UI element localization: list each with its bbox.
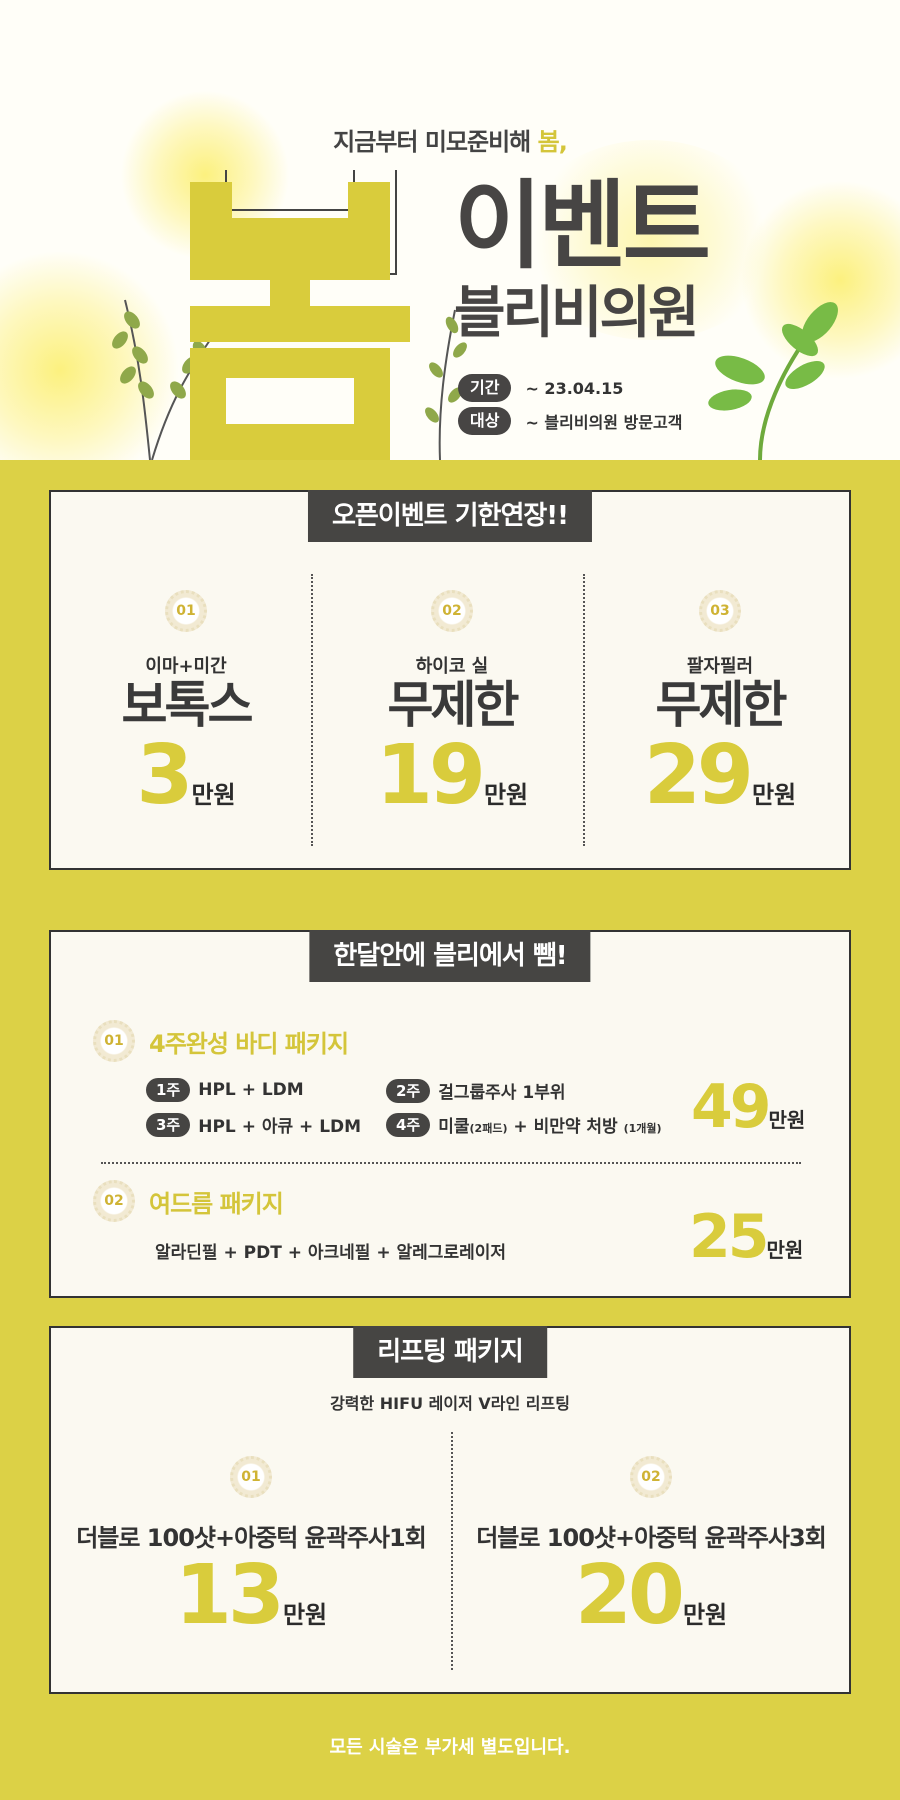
- target-value: ~ 블리비의원 방문고객: [525, 413, 683, 432]
- period-value: ~ 23.04.15: [525, 378, 624, 398]
- section-title: 한달안에 블리에서 뺌!: [309, 930, 591, 982]
- section-subtitle: 강력한 HIFU 레이저 V라인 리프팅: [330, 1394, 570, 1413]
- package-title: 여드름 패키지: [149, 1189, 284, 1218]
- step-week-2: 2주 걸그룹주사 1부위: [386, 1078, 565, 1103]
- item-price: 20만원: [574, 1548, 728, 1643]
- item-price: 3만원: [136, 728, 236, 823]
- package-2-header: 02 여드름 패키지: [93, 1180, 284, 1222]
- step-week-3: 3주 HPL + 아큐 + LDM: [146, 1112, 361, 1137]
- column-divider: [311, 574, 313, 846]
- number-badge: 02: [630, 1456, 672, 1498]
- column-divider: [451, 1432, 453, 1670]
- period-label: 기간: [458, 374, 512, 402]
- target-label: 대상: [458, 407, 512, 435]
- step-week-1: 1주 HPL + LDM: [146, 1078, 304, 1102]
- clinic-name: 블리비의원: [454, 281, 700, 346]
- column-divider: [583, 574, 585, 846]
- item-name: 무제한: [387, 676, 520, 734]
- hero-banner: 지금부터 미모준비해 봄, 봄 이벤트 블리비의원 기간 ~ 23.04.15 …: [0, 0, 900, 460]
- number-badge: 02: [431, 590, 473, 632]
- lifting-item-2: 02 더블로 100샷+아중턱 윤곽주사3회 20만원: [451, 1456, 851, 1637]
- package-divider: [101, 1162, 801, 1164]
- section-title: 오픈이벤트 기한연장!!: [307, 490, 593, 542]
- package-title: 4주완성 바디 패키지: [149, 1029, 349, 1058]
- number-badge: 01: [93, 1020, 135, 1062]
- event-title: 이벤트: [454, 170, 711, 282]
- glow-decoration: [520, 140, 780, 340]
- vat-notice: 모든 시술은 부가세 별도입니다.: [329, 1737, 571, 1758]
- item-price: 13만원: [174, 1548, 328, 1643]
- target-row: 대상 ~ 블리비의원 방문고객: [458, 406, 682, 436]
- event-item-3: 03 팔자필러 무제한 29만원: [585, 590, 855, 817]
- number-badge: 01: [230, 1456, 272, 1498]
- package-2-description: 알라딘필 + PDT + 아크네필 + 알레그로레이저: [155, 1243, 507, 1263]
- plant-right-illustration: [708, 302, 838, 460]
- event-item-2: 02 하이코 실 무제한 19만원: [317, 590, 587, 817]
- item-price: 19만원: [375, 728, 529, 823]
- lifting-package-card: 리프팅 패키지 강력한 HIFU 레이저 V라인 리프팅 01 더블로 100샷…: [49, 1326, 851, 1694]
- item-name: 무제한: [655, 676, 788, 734]
- number-badge: 02: [93, 1180, 135, 1222]
- step-week-4: 4주 미쿨(2패드) + 비만약 처방 (1개월): [386, 1112, 662, 1137]
- item-subtitle: 팔자필러: [686, 656, 754, 677]
- hero-subtitle: 지금부터 미모준비해 봄,: [333, 128, 568, 156]
- package-2-price: 25만원: [689, 1202, 804, 1272]
- number-badge: 03: [699, 590, 741, 632]
- section-title: 리프팅 패키지: [353, 1326, 547, 1378]
- item-name: 더블로 100샷+아중턱 윤곽주사1회: [76, 1524, 427, 1552]
- open-event-card: 오픈이벤트 기한연장!! 01 이마+미간 보톡스 3만원 02 하이코 실 무…: [49, 490, 851, 870]
- item-subtitle: 하이코 실: [415, 656, 489, 677]
- package-1-price: 49만원: [691, 1072, 806, 1142]
- body-package-card: 한달안에 블리에서 뺌! 01 4주완성 바디 패키지 1주 HPL + LDM …: [49, 930, 851, 1298]
- item-name: 더블로 100샷+아중턱 윤곽주사3회: [476, 1524, 827, 1552]
- item-name: 보톡스: [121, 676, 254, 734]
- big-spring-character: 봄: [190, 170, 410, 460]
- lifting-item-1: 01 더블로 100샷+아중턱 윤곽주사1회 13만원: [51, 1456, 451, 1637]
- period-row: 기간 ~ 23.04.15: [458, 373, 623, 403]
- number-badge: 01: [165, 590, 207, 632]
- item-subtitle: 이마+미간: [145, 656, 227, 677]
- item-price: 29만원: [643, 728, 797, 823]
- event-item-1: 01 이마+미간 보톡스 3만원: [51, 590, 321, 817]
- package-1-header: 01 4주완성 바디 패키지: [93, 1020, 349, 1062]
